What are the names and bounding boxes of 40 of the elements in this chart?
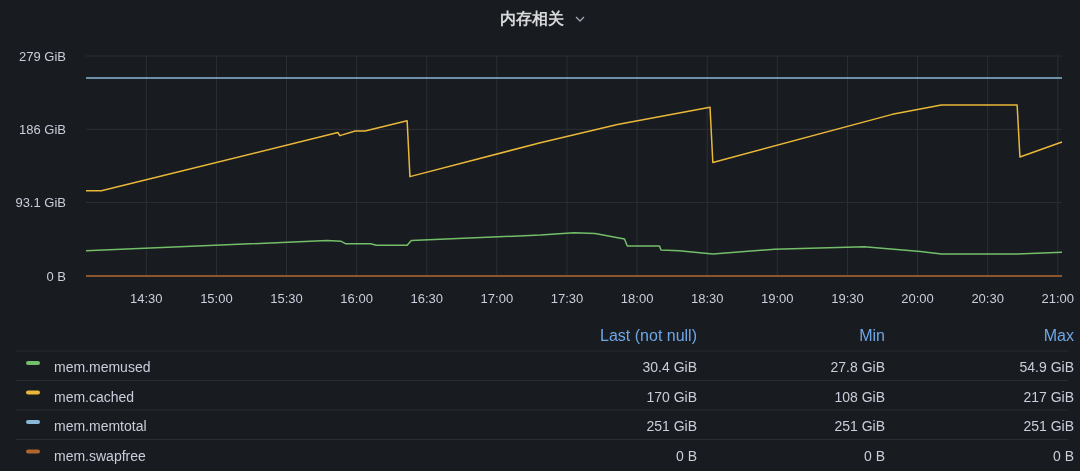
x-tick-label: 21:00 [1041, 291, 1075, 306]
legend-label: mem.memtotal [54, 418, 147, 435]
text: 0 B [863, 447, 885, 464]
legend-label: mem.cached [54, 388, 135, 405]
x-tick-label: 15:30 [270, 291, 303, 306]
text: 0 B [675, 447, 697, 464]
x-tick-label: 19:00 [761, 291, 794, 306]
chart-title: 内存相关 [500, 10, 564, 27]
line-series [85, 104, 1063, 192]
x-tick-label: 15:00 [200, 291, 233, 306]
text: 170 GiB [646, 388, 697, 405]
y-tick-label: 279 GiB [19, 48, 66, 64]
x-tick-label: 18:00 [620, 291, 654, 306]
text: 27.8 GiB [830, 359, 885, 376]
text: Min [859, 327, 885, 344]
y-tick-label: 0 B [46, 268, 66, 284]
x-tick-label: 17:30 [550, 291, 584, 306]
text: 54.9 GiB [1019, 359, 1074, 376]
x-tick-label: 16:00 [340, 291, 373, 306]
text: 251 GiB [1023, 418, 1074, 435]
y-tick-label: 93.1 GiB [15, 195, 66, 211]
line-series [85, 231, 1063, 255]
x-tick-label: 19:30 [831, 291, 864, 306]
x-tick-label: 20:00 [901, 291, 934, 306]
text: 251 GiB [646, 418, 697, 435]
text: 30.4 GiB [642, 359, 697, 376]
x-tick-label: 16:30 [410, 291, 444, 306]
text: 108 GiB [834, 388, 885, 405]
text: Max [1043, 327, 1074, 344]
text: 0 B [1052, 447, 1074, 464]
x-tick-label: 17:00 [480, 291, 514, 306]
legend-label: mem.memused [54, 359, 151, 376]
x-tick-label: 14:30 [130, 291, 163, 306]
y-tick-label: 186 GiB [19, 121, 66, 137]
text: Last (not null) [600, 327, 697, 344]
legend-label: mem.swapfree [54, 447, 147, 464]
text: 217 GiB [1023, 388, 1074, 405]
x-tick-label: 18:30 [690, 291, 724, 306]
text: 251 GiB [834, 418, 885, 435]
x-tick-label: 20:30 [971, 291, 1004, 306]
